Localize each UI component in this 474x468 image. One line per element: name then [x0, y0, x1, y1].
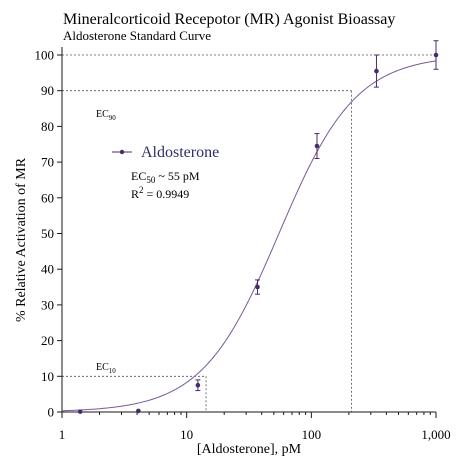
ec50-subscript: 50 — [146, 175, 156, 185]
x-tick-label: 1,000 — [421, 427, 450, 442]
ec50-label: EC — [131, 169, 146, 183]
ec90-subscript: 90 — [109, 114, 117, 122]
x-axis-ticks: 1 10 100 1,000 — [59, 412, 451, 442]
ec90-label: EC — [96, 109, 109, 120]
y-tick-label: 20 — [41, 333, 54, 348]
data-points — [77, 40, 439, 414]
y-tick-label: 70 — [41, 155, 54, 170]
r2-annotation: R2 = 0.9949 — [131, 185, 189, 201]
y-tick-label: 80 — [41, 119, 54, 134]
fit-curve — [61, 60, 437, 412]
data-point — [136, 408, 141, 414]
x-axis-label: [Aldosterone], pM — [197, 442, 302, 457]
chart-title: Mineralcorticoid Recepotor (MR) Agonist … — [63, 11, 395, 28]
legend-label: Aldosterone — [141, 144, 219, 161]
data-point — [77, 409, 83, 414]
chart-subtitle: Aldosterone Standard Curve — [63, 28, 211, 43]
x-tick-label: 100 — [302, 427, 322, 442]
x-tick-label: 1 — [59, 427, 66, 442]
y-axis-ticks: 0 10 20 30 40 50 60 70 80 90 100 — [35, 48, 62, 420]
data-point — [374, 68, 379, 74]
axes — [61, 47, 436, 413]
data-point — [433, 52, 439, 58]
fit-curve-layer — [61, 60, 437, 412]
ec10-label: EC — [96, 362, 109, 373]
ec90-annotation: EC90 — [96, 109, 116, 122]
ec50-annotation: EC50 ~ 55 pM — [131, 169, 200, 185]
ec10-subscript: 10 — [109, 367, 117, 375]
data-point — [314, 143, 320, 149]
legend-marker — [119, 149, 125, 155]
y-tick-label: 50 — [41, 226, 54, 241]
y-tick-label: 10 — [41, 369, 54, 384]
y-axis-label: % Relative Activation of MR — [14, 157, 29, 322]
data-point — [195, 382, 201, 388]
ec50-value: ~ 55 pM — [155, 169, 199, 183]
y-tick-label: 40 — [41, 262, 54, 277]
data-point — [255, 284, 260, 290]
r2-label: R — [131, 187, 139, 201]
x-tick-label: 10 — [180, 427, 193, 442]
y-tick-label: 30 — [41, 297, 54, 312]
y-tick-label: 90 — [41, 83, 54, 98]
reference-lines — [62, 54, 436, 412]
ec10-annotation: EC10 — [96, 362, 116, 375]
y-tick-label: 0 — [48, 405, 55, 420]
legend: Aldosterone — [112, 144, 219, 161]
y-tick-label: 60 — [41, 190, 54, 205]
r2-value: = 0.9949 — [144, 187, 190, 201]
y-tick-label: 100 — [35, 48, 55, 63]
r2-superscript: 2 — [139, 185, 144, 195]
